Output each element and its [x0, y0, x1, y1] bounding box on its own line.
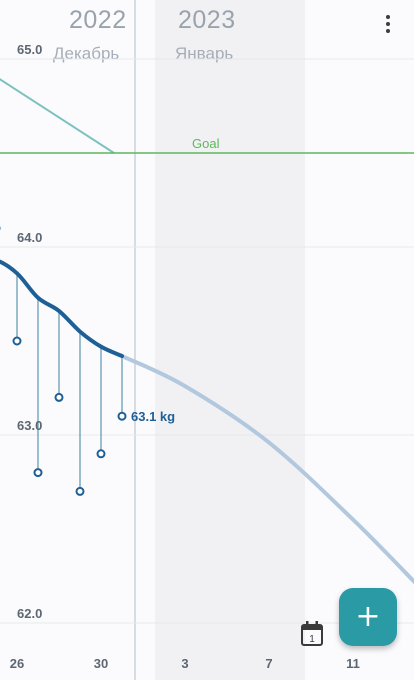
x-tick-label: 7: [265, 656, 272, 671]
january-week-band: [155, 0, 305, 680]
y-tick-label: 63.0: [17, 418, 42, 433]
goal-label: Goal: [192, 136, 220, 151]
y-tick-label: 65.0: [17, 42, 42, 57]
goal-line-group: Goal: [0, 136, 414, 154]
measurement-point: [117, 411, 127, 421]
previous-goal-trend: [0, 78, 115, 154]
current-weight-label: 63.1 kg: [131, 409, 175, 424]
y-tick-label: 64.0: [17, 230, 42, 245]
more-dot: [386, 15, 390, 19]
add-weight-button[interactable]: +: [339, 588, 397, 646]
calendar-icon: 1: [301, 621, 323, 646]
calendar-button[interactable]: 1: [300, 620, 326, 648]
more-vert-icon[interactable]: [376, 12, 400, 36]
measurement-stems: [16, 273, 123, 492]
year-label-2023: 2023: [178, 6, 236, 34]
y-tick-label: 62.0: [17, 606, 42, 621]
trend-line: [0, 259, 124, 359]
x-tick-label: 26: [10, 656, 24, 671]
month-label-december: Декабрь: [53, 44, 120, 63]
forecast-line: [120, 354, 414, 585]
trend-line-group: [0, 259, 124, 359]
x-axis-ticks: 26 30 3 7 11: [10, 656, 360, 671]
measurement-point: [12, 336, 22, 346]
measurement-point: [75, 486, 85, 496]
calendar-day-label: 1: [309, 634, 315, 645]
x-tick-label: 30: [94, 656, 108, 671]
year-divider-line: [134, 0, 136, 680]
measurement-points[interactable]: [0, 225, 127, 496]
x-tick-label: 11: [346, 656, 360, 671]
month-label-january: Январь: [175, 44, 234, 63]
more-dot: [386, 29, 390, 33]
forecast-line-group: [120, 354, 414, 585]
y-axis-ticks: 65.0 64.0 63.0 62.0: [17, 42, 42, 621]
plus-icon: +: [355, 599, 381, 634]
measurement-point: [33, 468, 43, 478]
year-label-2022: 2022: [69, 6, 127, 34]
measurement-point: [96, 449, 106, 459]
more-dot: [386, 22, 390, 26]
previous-goal-line: [0, 78, 115, 154]
x-tick-label: 3: [181, 656, 188, 671]
measurement-point: [54, 392, 64, 402]
